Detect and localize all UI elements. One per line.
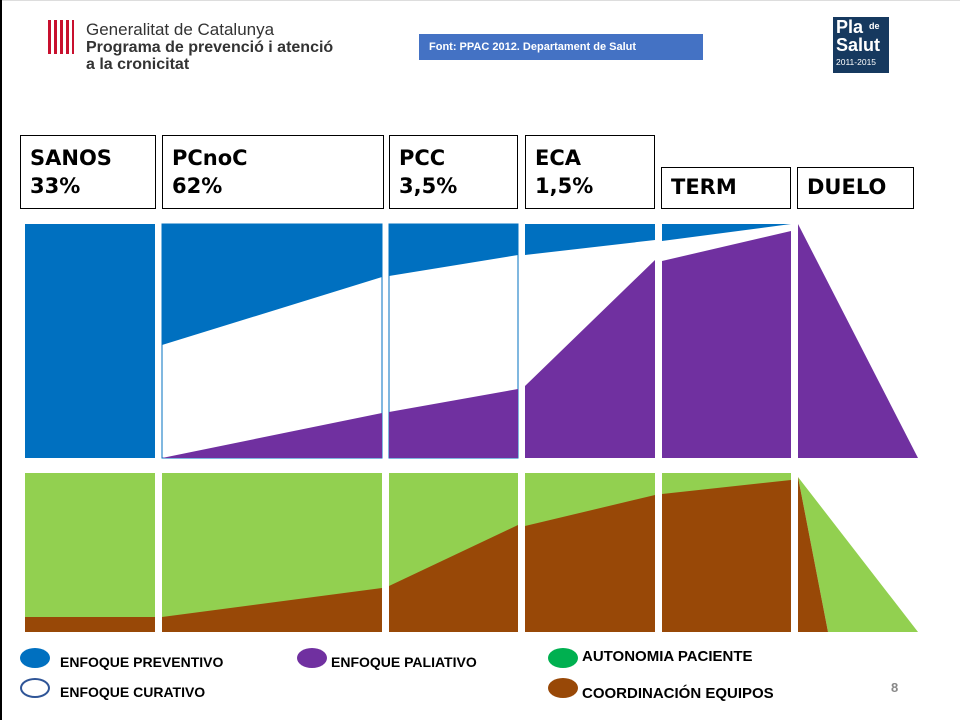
stage-percent: 33% xyxy=(30,174,81,198)
program-name-line1: Programa de prevenció i atenció xyxy=(86,39,334,56)
legend-curative-swatch xyxy=(20,678,50,698)
pla-de-salut-logo: Pla de Salut 2011-2015 xyxy=(833,17,889,73)
palliative-area xyxy=(662,231,791,458)
left-border xyxy=(0,0,2,720)
bottom-band-eca xyxy=(525,473,655,632)
org-name: Generalitat de Catalunya xyxy=(86,20,275,39)
legend-autonomy-label: AUTONOMIA PACIENTE xyxy=(582,648,753,665)
stage-percent: 62% xyxy=(172,174,223,198)
stage-box-duelo: DUELO xyxy=(797,167,914,209)
top-band-term xyxy=(662,224,791,458)
years-text: 2011-2015 xyxy=(836,57,877,67)
program-name-line2: a la cronicitat xyxy=(86,56,190,73)
autonomy-area xyxy=(25,473,155,632)
de-text: de xyxy=(869,21,880,31)
stage-box-pcc: PCC 3,5% xyxy=(389,135,518,209)
coordination-area xyxy=(525,495,655,632)
bottom-band-pcc xyxy=(389,473,518,632)
stage-name: PCnoC xyxy=(172,146,248,170)
coordination-area xyxy=(162,588,382,632)
preventive-area xyxy=(162,224,382,345)
palliative-area xyxy=(798,224,918,458)
autonomy-area xyxy=(798,477,918,632)
stage-name: SANOS xyxy=(30,146,112,170)
salut-text: Salut xyxy=(836,35,881,55)
legend-palliative-label: ENFOQUE PALIATIVO xyxy=(331,654,477,670)
page-number: 8 xyxy=(891,680,899,695)
palliative-area xyxy=(389,389,518,458)
legend-preventive-label: ENFOQUE PREVENTIVO xyxy=(60,654,224,670)
legend-coordination-label: COORDINACIÓN EQUIPOS xyxy=(582,685,774,702)
stage-box-sanos: SANOS 33% xyxy=(20,135,156,209)
palliative-area xyxy=(525,260,655,458)
bottom-band-duelo xyxy=(798,477,918,632)
coordination-area xyxy=(662,480,791,632)
stage-name: PCC xyxy=(399,146,446,170)
stage-box-eca: ECA 1,5% xyxy=(525,135,655,209)
legend-autonomy-swatch xyxy=(548,648,578,668)
legend-palliative-swatch xyxy=(297,648,327,668)
top-band-eca xyxy=(525,224,655,458)
stage-percent: 1,5% xyxy=(535,174,594,198)
palliative-area xyxy=(162,413,382,458)
preventive-area xyxy=(525,224,655,255)
pla-text: Pla xyxy=(836,17,864,37)
source-label: Font: PPAC 2012. Departament de Salut xyxy=(419,34,703,60)
legend-coordination-swatch xyxy=(548,678,578,698)
bottom-band-sanos xyxy=(25,473,155,632)
stage-name: ECA xyxy=(535,146,582,170)
top-border xyxy=(0,0,960,1)
stage-box-pcnoc: PCnoC 62% xyxy=(162,135,384,209)
stage-percent: 3,5% xyxy=(399,174,458,198)
preventive-area xyxy=(25,224,155,458)
top-band-sanos xyxy=(25,224,155,458)
stage-box-term: TERM xyxy=(661,167,791,209)
preventive-area xyxy=(389,224,518,276)
bottom-band-term xyxy=(662,473,791,632)
top-band-pcc xyxy=(388,223,519,459)
legend-curative-label: ENFOQUE CURATIVO xyxy=(60,684,206,700)
coordination-area xyxy=(25,617,155,632)
coordination-area xyxy=(798,477,828,632)
legend-preventive-swatch xyxy=(20,648,50,668)
bottom-band-pcnoc xyxy=(162,473,382,632)
top-band-pcnoc xyxy=(161,223,383,459)
preventive-area xyxy=(662,224,791,241)
stage-name: DUELO xyxy=(807,175,887,199)
senyera-icon xyxy=(48,20,74,54)
top-band-duelo xyxy=(798,224,918,458)
coordination-area xyxy=(389,525,518,632)
stage-name: TERM xyxy=(671,175,737,199)
